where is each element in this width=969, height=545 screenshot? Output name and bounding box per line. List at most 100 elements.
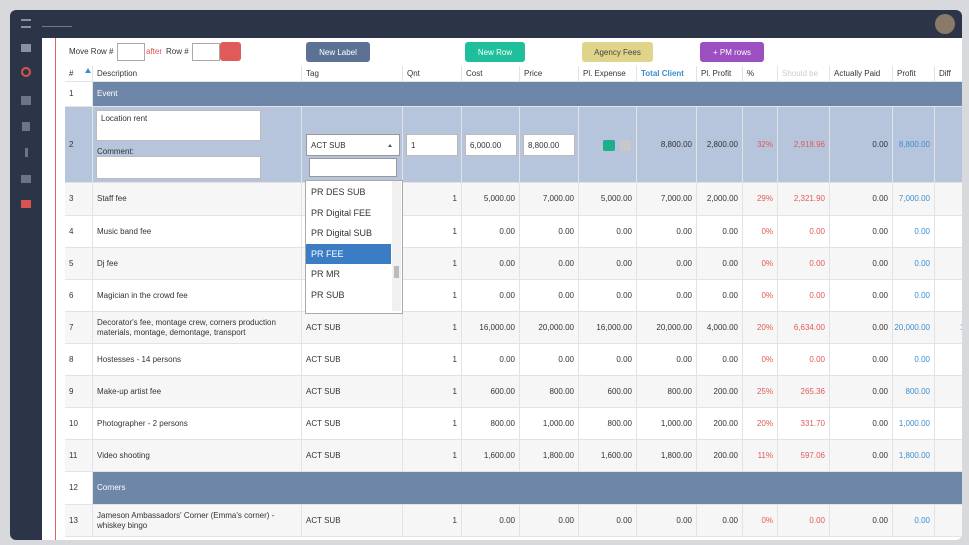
avatar[interactable] xyxy=(935,14,955,34)
cell-pl-profit: 200.00 xyxy=(697,376,743,408)
column-header[interactable]: % xyxy=(743,66,778,82)
cell-pl-expense: 0.00 xyxy=(579,505,637,537)
column-header[interactable]: Should be xyxy=(778,66,830,82)
cell-diff: 60 xyxy=(935,376,962,408)
cell-price: 0.00 xyxy=(520,344,579,376)
row-number: 1 xyxy=(65,82,93,107)
tag-select[interactable]: ACT SUB xyxy=(306,134,400,156)
cell-pl-expense: 1,600.00 xyxy=(579,440,637,472)
cell-qnt: 1 xyxy=(403,280,462,312)
dropdown-option[interactable]: PR Digital FEE xyxy=(311,207,372,218)
cell-actually-paid: 0.00 xyxy=(830,376,893,408)
cell-diff xyxy=(935,216,962,248)
nav-icon[interactable] xyxy=(21,96,31,105)
dropdown-option[interactable]: PR Digital SUB xyxy=(311,228,373,238)
cell-price: 0.00 xyxy=(520,505,579,537)
cell-actually-paid: 0.00 xyxy=(830,440,893,472)
comment-label: Comment: xyxy=(97,147,134,156)
cell-pct: 32% xyxy=(743,107,778,183)
column-header[interactable]: Description xyxy=(93,66,302,82)
nav-icon[interactable] xyxy=(22,122,30,131)
scrollbar xyxy=(392,181,401,311)
cell-actually-paid: 0.00 xyxy=(830,280,893,312)
dropdown-option[interactable]: PR FEE xyxy=(306,243,391,264)
cell-actually-paid: 0.00 xyxy=(830,107,893,183)
nav-icon[interactable] xyxy=(25,148,28,157)
cell-total-client: 8,800.00 xyxy=(637,107,697,183)
dropdown-option[interactable]: PR DES SUB xyxy=(311,187,366,197)
column-header[interactable]: Actually Paid xyxy=(830,66,893,82)
cell-pct: 20% xyxy=(743,312,778,344)
cell-total-client: 0.00 xyxy=(637,248,697,280)
cell-diff xyxy=(935,280,962,312)
column-header[interactable]: Pl. Expense xyxy=(579,66,637,82)
description-input[interactable]: Location rent xyxy=(96,110,261,141)
confirm-button[interactable] xyxy=(603,140,615,151)
cell-price: 0.00 xyxy=(520,248,579,280)
move-button[interactable] xyxy=(220,42,241,61)
cell-pl-profit: 0.00 xyxy=(697,344,743,376)
cancel-button[interactable] xyxy=(620,140,631,151)
toolbar-button[interactable]: New Label xyxy=(306,42,370,62)
toolbar-button[interactable]: New Row xyxy=(465,42,525,62)
sort-icon xyxy=(85,68,91,73)
row-input[interactable] xyxy=(192,43,220,61)
column-header[interactable]: Tag xyxy=(302,66,403,82)
cell-should-be: 2,321.90 xyxy=(778,183,830,216)
cell-pl-expense: 600.00 xyxy=(579,376,637,408)
nav-icon[interactable] xyxy=(21,44,31,52)
column-header[interactable]: Qnt xyxy=(403,66,462,82)
comment-input[interactable] xyxy=(96,156,261,179)
cell-pl-expense: 800.00 xyxy=(579,408,637,440)
cell-qnt: 1 xyxy=(403,408,462,440)
cell-pl-profit: 2,000.00 xyxy=(697,183,743,216)
cell-pct: 20% xyxy=(743,408,778,440)
dropdown-option[interactable]: PR MR xyxy=(311,269,340,279)
cell-profit: 1,000.00 xyxy=(893,408,935,440)
menu-icon[interactable] xyxy=(21,19,31,28)
cell-qnt: 1 xyxy=(403,312,462,344)
cell-actually-paid: 0.00 xyxy=(830,505,893,537)
dropdown-search[interactable] xyxy=(309,158,397,177)
cell-should-be: 0.00 xyxy=(778,248,830,280)
nav-icon[interactable] xyxy=(21,175,31,183)
cell-diff: 16,00 xyxy=(935,312,962,344)
cell-profit: 20,000.00 xyxy=(893,312,935,344)
cell-should-be: 2,918.96 xyxy=(778,107,830,183)
column-header[interactable]: Diff xyxy=(935,66,962,82)
cell-qnt: 1 xyxy=(403,216,462,248)
cell-qnt: 1 xyxy=(403,183,462,216)
cell-price: 1,000.00 xyxy=(520,408,579,440)
cell-total-client: 1,000.00 xyxy=(637,408,697,440)
column-header[interactable]: Cost xyxy=(462,66,520,82)
column-header[interactable]: Total Client xyxy=(637,66,697,82)
cell-description: Staff fee xyxy=(93,183,302,216)
cell-diff: 80 xyxy=(935,408,962,440)
cell-pl-profit: 200.00 xyxy=(697,408,743,440)
cell-actually-paid: 0.00 xyxy=(830,408,893,440)
cell-description: Video shooting xyxy=(93,440,302,472)
cell-diff: 1,60 xyxy=(935,440,962,472)
qnt-input[interactable]: 1 xyxy=(406,134,458,156)
cost-input[interactable]: 6,000.00 xyxy=(465,134,517,156)
cell-should-be: 0.00 xyxy=(778,216,830,248)
toolbar-button[interactable]: Agency Fees xyxy=(582,42,653,62)
toolbar-button[interactable]: + PM rows xyxy=(700,42,764,62)
label: Move Row # xyxy=(69,47,114,56)
column-header[interactable]: Price xyxy=(520,66,579,82)
cell-tag: ACT SUB xyxy=(302,312,403,344)
row-number: 10 xyxy=(65,408,93,440)
dropdown-option[interactable]: PR SUB xyxy=(311,289,345,300)
cell-pl-profit: 0.00 xyxy=(697,505,743,537)
row-input[interactable] xyxy=(117,43,145,61)
column-header[interactable]: Pl. Profit xyxy=(697,66,743,82)
margin-line xyxy=(55,38,56,540)
cell-price: 1,800.00 xyxy=(520,440,579,472)
column-header[interactable]: Profit xyxy=(893,66,935,82)
price-input[interactable]: 8,800.00 xyxy=(523,134,575,156)
cell-cost: 1,600.00 xyxy=(462,440,520,472)
nav-icon[interactable] xyxy=(21,67,31,77)
nav-icon[interactable] xyxy=(21,200,31,208)
cell-cost: 5,000.00 xyxy=(462,183,520,216)
cell-description: Dj fee xyxy=(93,248,302,280)
